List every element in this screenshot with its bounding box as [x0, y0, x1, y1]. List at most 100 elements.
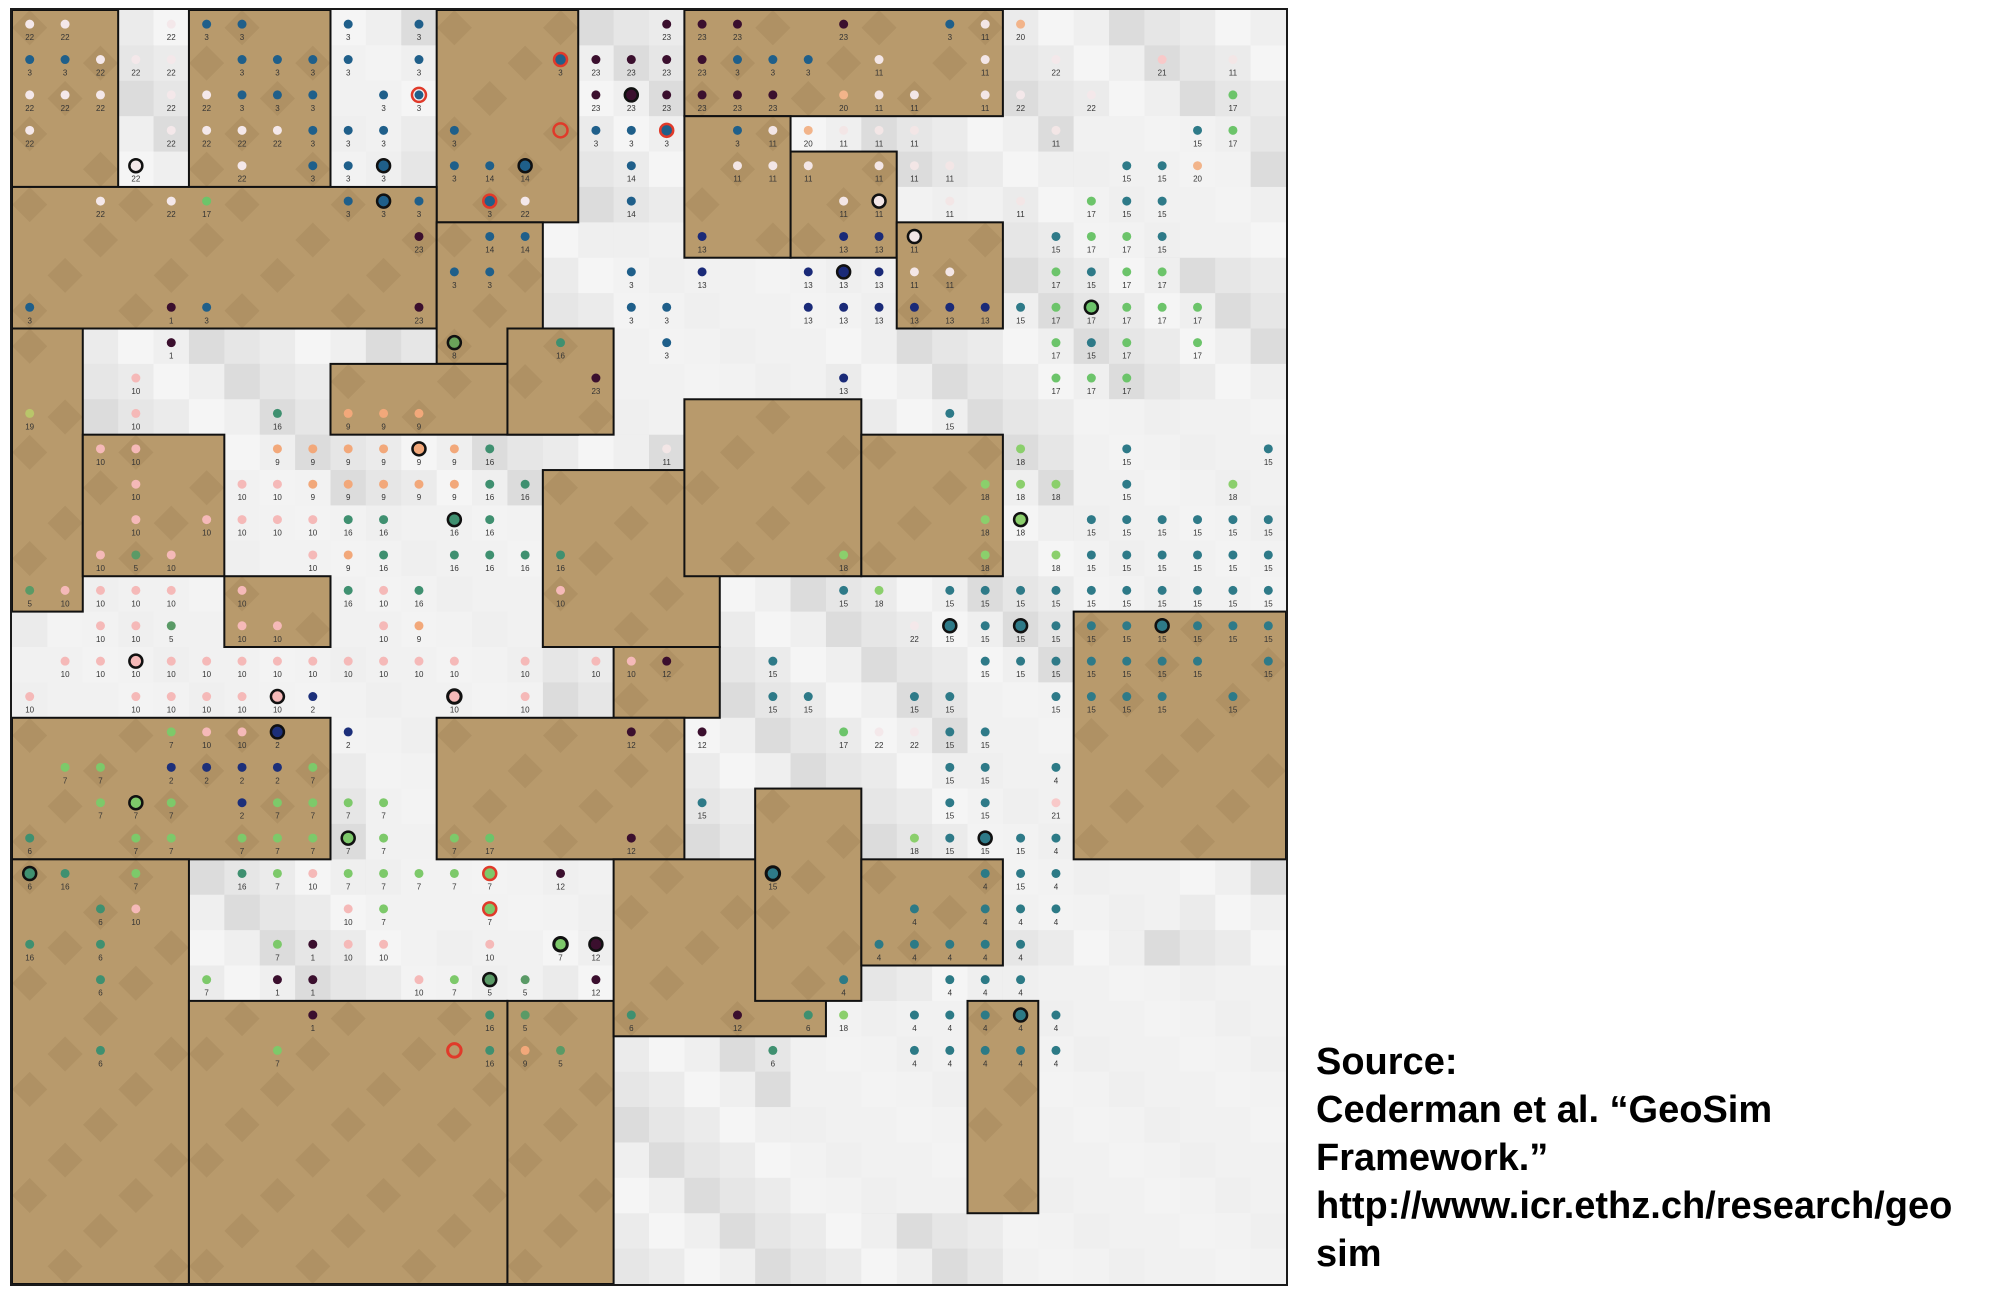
unit-dot — [25, 833, 35, 843]
terrain-cell — [1215, 328, 1252, 365]
unit-label: 3 — [594, 139, 599, 148]
unit-dot — [379, 656, 389, 666]
unit-dot — [662, 444, 672, 454]
unit-dot — [768, 692, 778, 702]
unit-dot — [909, 727, 919, 737]
state-texture — [578, 541, 614, 577]
caption-citation-cont: Framework.” — [1316, 1137, 1549, 1179]
unit-dot — [626, 267, 636, 277]
terrain-cell — [1215, 257, 1252, 294]
state-texture — [578, 399, 614, 435]
unit-dot — [556, 585, 566, 595]
unit-label: 10 — [96, 458, 105, 467]
unit-label: 17 — [1228, 139, 1237, 148]
terrain-cell — [578, 151, 615, 188]
unit-dot — [449, 656, 459, 666]
unit-dot — [343, 444, 353, 454]
terrain-cell — [1144, 328, 1181, 365]
unit-dot — [202, 19, 212, 29]
terrain-cell — [12, 611, 48, 648]
unit-dot — [379, 550, 389, 560]
state-texture — [649, 965, 685, 1001]
terrain-cell — [861, 753, 898, 790]
terrain-cell — [790, 1213, 827, 1250]
unit-label: 11 — [733, 175, 742, 184]
unit-dot — [166, 621, 176, 631]
unit-label: 4 — [983, 953, 988, 962]
unit-dot — [626, 161, 636, 171]
unit-dot — [874, 939, 884, 949]
unit-label: 22 — [1016, 104, 1025, 113]
unit-label: 7 — [169, 847, 174, 856]
unit-dot — [980, 939, 990, 949]
unit-label: 2 — [275, 741, 280, 750]
unit-dot — [449, 125, 459, 135]
unit-label: 4 — [948, 953, 953, 962]
unit-dot — [658, 122, 675, 139]
terrain-cell — [896, 965, 933, 1002]
terrain-cell — [1038, 399, 1075, 436]
unit-label: 17 — [839, 741, 848, 750]
unit-label: 12 — [733, 1024, 742, 1033]
unit-dot — [520, 656, 530, 666]
unit-dot — [343, 515, 353, 525]
unit-dot — [414, 975, 424, 985]
terrain-cell — [932, 363, 968, 400]
unit-label: 4 — [1018, 989, 1023, 998]
unit-label: 7 — [381, 918, 386, 927]
unit-label: 6 — [27, 847, 32, 856]
terrain-cell — [1002, 363, 1039, 400]
unit-label: 3 — [417, 210, 422, 219]
terrain-cell — [1250, 186, 1286, 223]
unit-label: 16 — [485, 1059, 494, 1068]
terrain-cell — [542, 293, 579, 329]
unit-label: 3 — [629, 139, 634, 148]
unit-dot — [308, 975, 318, 985]
terrain-cell — [82, 399, 119, 436]
unit-dot — [166, 585, 176, 595]
unit-dot — [1086, 373, 1096, 383]
unit-label: 11 — [910, 175, 919, 184]
unit-dot — [1157, 196, 1167, 206]
unit-dot — [25, 302, 35, 312]
unit-label: 10 — [238, 706, 247, 715]
unit-label: 16 — [61, 882, 70, 891]
unit-dot — [1193, 656, 1203, 666]
terrain-cell — [684, 1248, 721, 1284]
unit-dot — [803, 692, 813, 702]
unit-dot — [237, 727, 247, 737]
state-texture — [12, 717, 48, 753]
unit-dot — [272, 444, 282, 454]
unit-dot — [839, 125, 849, 135]
unit-label: 16 — [238, 882, 247, 891]
unit-dot — [95, 939, 105, 949]
unit-dot — [839, 196, 849, 206]
unit-label: 10 — [485, 953, 494, 962]
unit-dot — [803, 302, 813, 312]
unit-dot — [449, 868, 459, 878]
terrain-cell — [896, 788, 933, 825]
terrain-cell — [1002, 222, 1039, 259]
unit-dot — [308, 550, 318, 560]
terrain-cell — [755, 1107, 792, 1143]
state-region — [436, 717, 685, 860]
unit-label: 2 — [204, 776, 209, 785]
unit-label: 13 — [945, 316, 954, 325]
unit-dot — [1012, 1007, 1029, 1023]
unit-dot — [980, 656, 990, 666]
state-texture — [861, 541, 897, 577]
terrain-cell — [825, 1248, 862, 1284]
unit-dot — [1263, 585, 1273, 595]
terrain-cell — [825, 647, 862, 683]
unit-label: 17 — [1122, 245, 1131, 254]
unit-dot — [662, 55, 672, 65]
unit-label: 3 — [488, 281, 493, 290]
terrain-cell — [224, 894, 261, 931]
unit-dot — [1157, 267, 1167, 277]
unit-label: 4 — [1054, 847, 1059, 856]
terrain-cell — [188, 930, 225, 966]
unit-dot — [626, 656, 636, 666]
unit-dot — [591, 125, 601, 135]
unit-dot — [1051, 904, 1061, 914]
unit-dot — [980, 762, 990, 772]
